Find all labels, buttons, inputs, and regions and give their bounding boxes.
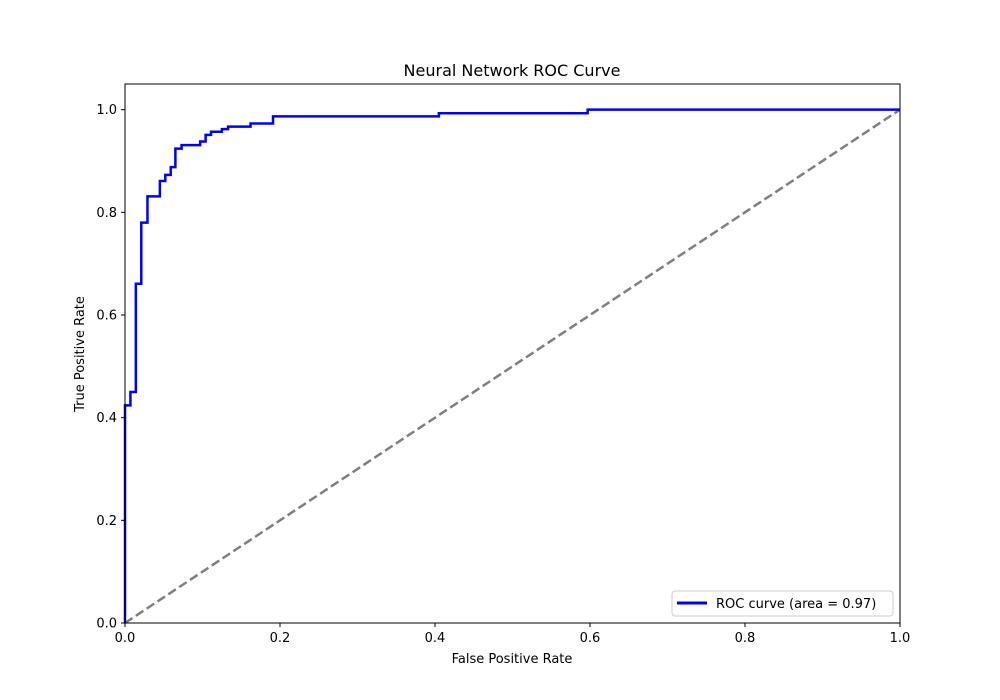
x-tick-label: 0.8	[735, 631, 756, 646]
y-axis-label: True Positive Rate	[73, 296, 88, 413]
legend-frame	[671, 590, 894, 617]
legend-label: ROC curve (area = 0.97)	[716, 597, 876, 612]
x-axis-label: False Positive Rate	[452, 652, 573, 667]
y-tick-label: 0.4	[96, 411, 117, 426]
y-tick-label: 0.8	[96, 206, 117, 221]
y-tick-label: 1.0	[96, 103, 117, 118]
plot-frame	[124, 83, 901, 624]
y-tick-label: 0.2	[96, 514, 117, 529]
chance-diagonal-line	[124, 108, 901, 625]
x-tick-label: 0.0	[115, 631, 136, 646]
x-tick-label: 1.0	[890, 631, 911, 646]
y-axis: 0.0 0.2 0.4 0.6 0.8 1.0	[96, 103, 125, 632]
x-tick-label: 0.4	[425, 631, 446, 646]
x-axis: 0.0 0.2 0.4 0.6 0.8 1.0	[115, 623, 911, 646]
plot-area	[123, 108, 901, 625]
legend: ROC curve (area = 0.97)	[671, 590, 894, 617]
y-tick-label: 0.6	[96, 309, 117, 324]
x-tick-label: 0.6	[580, 631, 601, 646]
chart-title: Neural Network ROC Curve	[404, 61, 621, 80]
y-tick-label: 0.0	[96, 617, 117, 632]
roc-curve-line	[123, 108, 900, 623]
x-tick-label: 0.2	[270, 631, 291, 646]
